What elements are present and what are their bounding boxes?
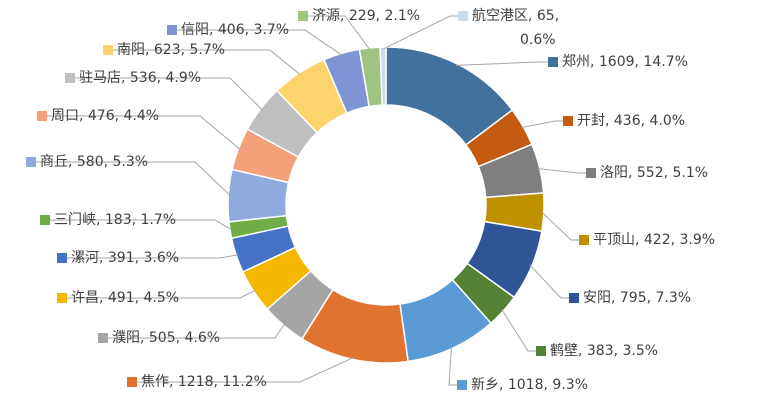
label-marker xyxy=(458,11,468,21)
data-label: 航空港区, 65, 0.6% xyxy=(472,8,559,48)
label-marker xyxy=(40,215,50,225)
label-marker xyxy=(298,11,308,21)
data-label: 开封, 436, 4.0% xyxy=(577,113,685,129)
leader-line xyxy=(541,211,579,241)
data-label: 济源, 229, 2.1% xyxy=(312,8,420,24)
label-marker xyxy=(37,111,47,121)
label-marker xyxy=(548,57,558,67)
leader-line xyxy=(521,120,563,129)
leader-line xyxy=(529,264,569,299)
leader-line xyxy=(57,289,256,299)
label-marker xyxy=(167,25,177,35)
label-marker xyxy=(569,293,579,303)
data-label: 安阳, 795, 7.3% xyxy=(583,290,691,306)
label-marker xyxy=(563,116,573,126)
label-marker xyxy=(26,157,36,167)
data-label: 许昌, 491, 4.5% xyxy=(71,290,179,306)
leader-line xyxy=(167,29,343,56)
label-marker xyxy=(103,45,113,55)
data-label: 商丘, 580, 5.3% xyxy=(40,154,148,170)
leader-line xyxy=(98,323,286,339)
leader-line xyxy=(382,15,458,50)
label-line: 0.6% xyxy=(520,32,556,48)
label-marker xyxy=(536,346,546,356)
label-line: 航空港区, 65, xyxy=(472,8,559,24)
leader-line xyxy=(26,161,231,196)
leader-line xyxy=(103,49,301,76)
data-label: 鹤壁, 383, 3.5% xyxy=(550,343,658,359)
label-marker xyxy=(579,235,589,245)
leader-line xyxy=(37,115,241,150)
leader-line xyxy=(537,168,586,174)
data-label: 信阳, 406, 3.7% xyxy=(181,22,289,38)
leader-line xyxy=(127,357,354,383)
data-label: 濮阳, 505, 4.6% xyxy=(112,330,220,346)
leader-line xyxy=(40,219,233,231)
label-marker xyxy=(457,380,467,390)
label-marker xyxy=(98,333,108,343)
leader-line xyxy=(65,77,263,111)
data-label: 驻马店, 536, 4.9% xyxy=(79,70,201,86)
data-label: 周口, 476, 4.4% xyxy=(51,108,159,124)
data-label: 郑州, 1609, 14.7% xyxy=(562,54,688,70)
label-marker xyxy=(57,293,67,303)
leader-line xyxy=(455,61,548,66)
label-marker xyxy=(65,73,75,83)
label-marker xyxy=(586,168,596,178)
data-label: 洛阳, 552, 5.1% xyxy=(600,165,708,181)
leader-line xyxy=(298,15,371,51)
label-marker xyxy=(57,253,67,263)
leader-line xyxy=(57,254,239,259)
leader-line xyxy=(448,346,457,386)
data-label: 南阳, 623, 5.7% xyxy=(117,42,225,58)
donut-segment xyxy=(379,46,387,106)
data-label: 新乡, 1018, 9.3% xyxy=(471,377,588,393)
data-label: 焦作, 1218, 11.2% xyxy=(141,374,267,390)
data-label: 三门峡, 183, 1.7% xyxy=(54,212,176,228)
label-marker xyxy=(127,377,137,387)
data-label: 漯河, 391, 3.6% xyxy=(71,250,179,266)
leader-line xyxy=(501,309,536,352)
data-label: 平顶山, 422, 3.9% xyxy=(593,232,715,248)
